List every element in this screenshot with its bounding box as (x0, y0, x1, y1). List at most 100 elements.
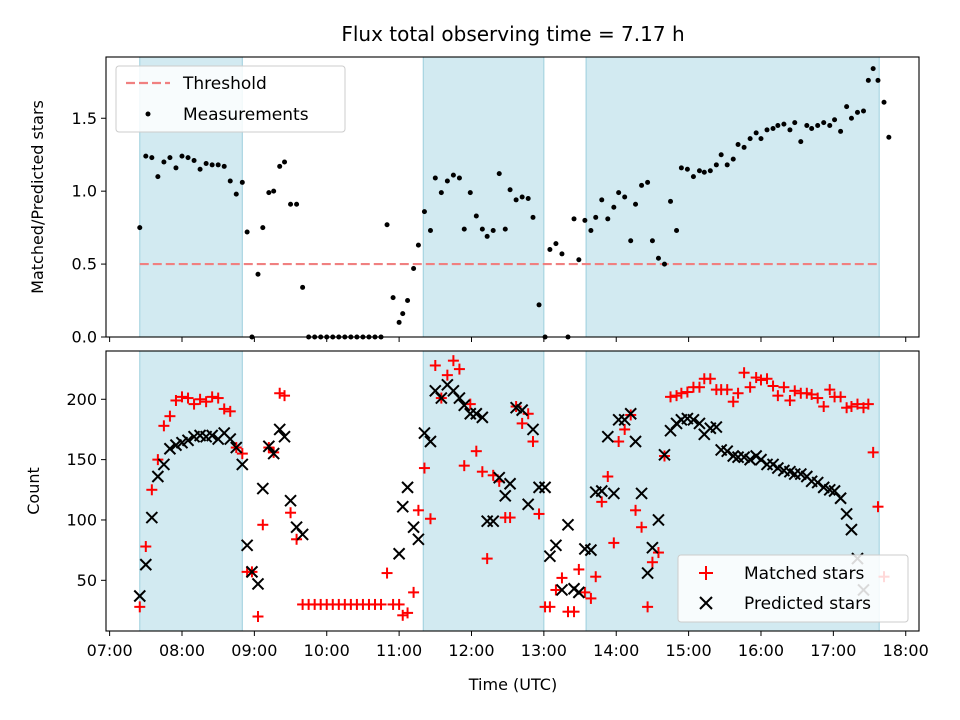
matched-star-marker (732, 387, 744, 399)
y-tick-label: 100 (66, 510, 97, 529)
matched-star-marker (504, 512, 516, 524)
measurement-point (215, 162, 221, 168)
bottom-x-ticks: 07:00 08:00 09:00 10:00 11:00 12:00 13:00 14:00… (87, 631, 929, 660)
measurement-point (400, 311, 406, 317)
bottom-legend-box (677, 554, 909, 623)
matched-star-marker (188, 398, 200, 410)
matched-star-marker (772, 390, 784, 402)
predicted-star-marker (646, 541, 659, 554)
matched-star-marker (170, 394, 182, 406)
x-tick-label: 07:00 (87, 641, 133, 660)
measurement-point (611, 204, 617, 210)
measurement-point (179, 153, 185, 159)
predicted-star-marker (230, 441, 243, 454)
measurement-point (553, 241, 559, 247)
predicted-star-marker (392, 547, 406, 560)
measurement-point (804, 123, 810, 129)
matched-star-marker (418, 462, 430, 474)
predicted-stars-points (133, 378, 870, 603)
matched-star-marker (182, 392, 194, 404)
predicted-star-marker (687, 413, 700, 427)
bottom-legend: Matched stars Predicted stars (677, 554, 909, 623)
x-tick-label: 17:00 (810, 641, 856, 660)
matched-star-marker (681, 386, 693, 398)
matched-star-marker (806, 388, 818, 400)
predicted-star-marker (205, 429, 219, 442)
matched-star-marker (441, 369, 453, 381)
measurement-point (787, 127, 793, 133)
top-y-axis-label: Matched/Predicted stars (28, 100, 47, 294)
measurement-point (639, 182, 645, 188)
matched-star-marker (613, 436, 625, 448)
measurement-point (149, 155, 155, 161)
predicted-star-marker (251, 577, 265, 591)
measurements-legend-swatch (145, 111, 151, 117)
measurement-point (741, 144, 747, 150)
measurement-point (588, 228, 594, 234)
measurement-point (197, 166, 203, 172)
measurement-point (844, 104, 850, 110)
predicted-star-marker (834, 492, 847, 505)
predicted-star-marker (549, 539, 563, 552)
bottom-panel: 50 100 150 200 07:00 08:00 09:00 10:00 11:00 12:… (24, 350, 929, 694)
measurement-point (815, 123, 821, 129)
matched-star-marker (470, 445, 482, 457)
predicted-star-marker (607, 487, 621, 500)
x-tick-label: 11:00 (376, 641, 422, 660)
measurement-point (155, 174, 161, 180)
predicted-star-marker (145, 511, 159, 524)
measurement-point (137, 225, 143, 231)
predicted-star-marker (435, 391, 448, 405)
measurement-point (571, 216, 577, 222)
predicted-legend-swatch (699, 596, 713, 610)
matched-star-marker (402, 607, 414, 619)
measurement-point (209, 162, 215, 168)
predicted-star-marker (521, 498, 535, 511)
measurement-point (271, 188, 277, 194)
matched-star-marker (194, 393, 206, 405)
predicted-star-marker (652, 513, 665, 527)
predicted-star-marker (601, 430, 614, 443)
matched-star-marker (408, 586, 420, 598)
predicted-star-marker (157, 458, 171, 471)
measurement-point (827, 123, 833, 129)
matched-star-marker (257, 519, 269, 531)
matched-star-marker (784, 394, 796, 406)
matched-star-marker (596, 496, 608, 508)
measurement-point (450, 172, 456, 178)
matched-star-marker (812, 392, 824, 404)
x-tick-label: 09:00 (231, 641, 277, 660)
chart-title: Flux total observing time = 7.17 h (341, 22, 684, 46)
measurement-point (655, 255, 661, 261)
matched-star-marker (862, 398, 874, 410)
top-legend: Threshold Measurements (115, 65, 346, 133)
measurement-point (467, 190, 473, 196)
matched-star-marker (224, 405, 236, 417)
matched-star-marker (573, 563, 585, 575)
measurement-point (747, 136, 753, 142)
matched-star-marker (755, 374, 767, 386)
bottom-y-axis-label: Count (24, 467, 43, 515)
measurement-point (622, 194, 628, 200)
matched-star-marker (636, 521, 648, 533)
measurement-point (684, 166, 690, 172)
matched-legend-label: Matched stars (744, 564, 864, 584)
measurement-point (444, 178, 450, 184)
measurement-point (143, 153, 149, 159)
predicted-star-marker (629, 435, 642, 448)
matched-star-marker (851, 398, 863, 410)
predicted-star-marker (236, 458, 249, 471)
predicted-star-marker (538, 481, 552, 494)
x-tick-label: 13:00 (521, 641, 567, 660)
matched-star-marker (841, 402, 853, 414)
measurement-point (605, 216, 611, 222)
measurement-point (405, 298, 411, 304)
top-y-ticks: 0.0 0.5 1.0 1.5 (72, 109, 106, 347)
predicted-star-marker (572, 586, 586, 599)
y-tick-label: 150 (66, 450, 97, 469)
measurement-point (384, 222, 390, 228)
matched-star-marker (140, 541, 152, 553)
measurement-point (547, 247, 553, 252)
measurement-point (661, 261, 667, 267)
matched-star-marker (761, 373, 773, 385)
